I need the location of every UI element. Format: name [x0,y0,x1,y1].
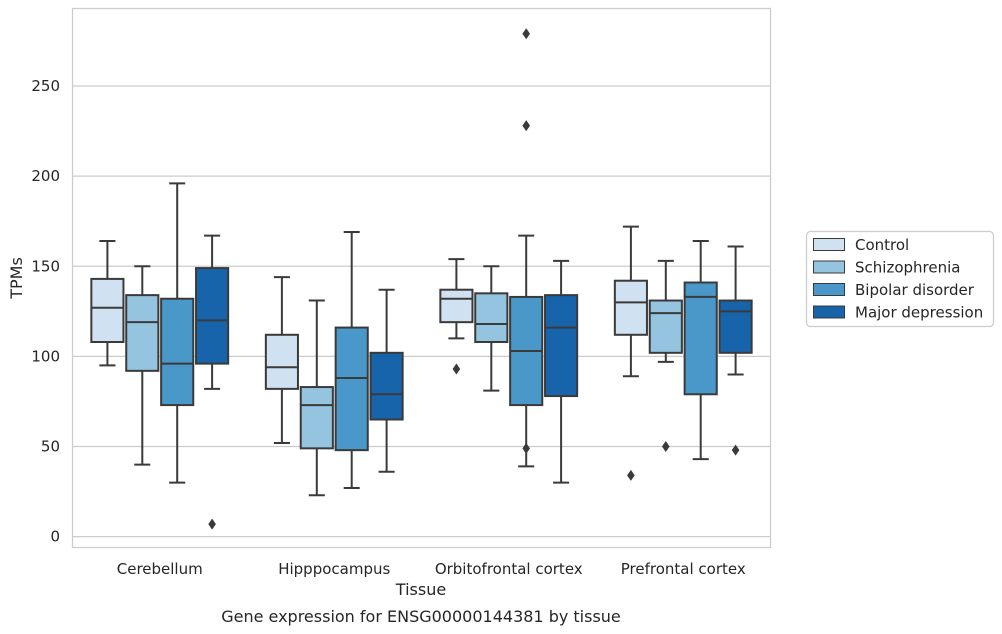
box-iqr [648,299,683,354]
box-1 [160,182,195,484]
legend-swatch [813,305,845,319]
box-iqr [439,288,474,324]
box-4 [648,259,683,453]
y-axis-label: TPMs [7,257,26,300]
box-groups [90,28,753,530]
outlier-point [522,28,530,40]
series-major-depression [195,234,753,530]
box-iqr [195,267,230,365]
box-iqr [264,333,299,390]
series-bipolar-disorder [160,28,718,490]
box-4 [718,245,753,456]
legend-label: Bipolar disorder [855,281,975,299]
y-tick-label: 250 [31,77,60,95]
box-2 [264,276,299,444]
box-iqr [613,279,648,336]
outlier-point [662,441,670,453]
legend-label: Major depression [855,304,983,322]
x-tick-label: Orbitofrontal cortex [435,560,583,578]
box-iqr [683,281,718,396]
series-control [90,225,648,481]
outlier-point [731,444,740,456]
legend-frame [805,230,995,328]
box-iqr [334,326,369,452]
box-3 [544,259,579,484]
box-iqr [299,386,334,450]
legend: Control Schizophrenia Bipolar disorder Majo… [805,230,995,328]
x-tick-label: Prefrontal cortex [621,560,746,578]
y-tick-label: 100 [31,347,60,365]
outlier-point [627,469,635,481]
box-iqr [544,294,579,398]
outlier-point [522,120,530,132]
plot-frame [71,7,772,549]
legend-label: Schizophrenia [855,259,960,277]
box-iqr [474,292,509,343]
box-3 [474,265,509,392]
box-1 [125,265,160,466]
y-tick-label: 200 [31,167,60,185]
y-tick-labels: 0 50 100 150 200 250 [31,77,60,546]
y-tick-label: 150 [31,257,60,275]
box-1 [195,234,230,530]
box-iqr [369,351,404,421]
box-3 [439,258,474,375]
box-1 [90,240,125,367]
x-tick-label: Hipppocampus [278,560,390,578]
box-4 [613,225,648,481]
box-iqr [160,297,195,407]
x-tick-label: Cerebellum [117,560,203,578]
box-2 [334,231,369,490]
outlier-point [208,518,216,530]
outlier-point [452,363,461,375]
series-schizophrenia [125,259,683,497]
outlier-point [522,442,530,454]
y-tick-label: 50 [41,438,60,456]
box-iqr [125,294,160,372]
legend-swatch [813,283,845,296]
box-4 [683,240,718,461]
box-3 [509,28,544,468]
legend-label: Control [855,236,909,254]
x-axis-label: Tissue [395,580,446,599]
y-tick-label: 0 [50,528,60,546]
chart-caption: Gene expression for ENSG00000144381 by t… [221,607,621,626]
legend-swatch [813,260,845,274]
x-tick-labels: Cerebellum Hipppocampus Orbitofrontal cort… [117,560,746,578]
legend-swatch [813,238,845,251]
box-iqr [718,299,753,354]
box-iqr [90,277,125,343]
box-2 [299,299,334,497]
box-2 [369,288,404,473]
